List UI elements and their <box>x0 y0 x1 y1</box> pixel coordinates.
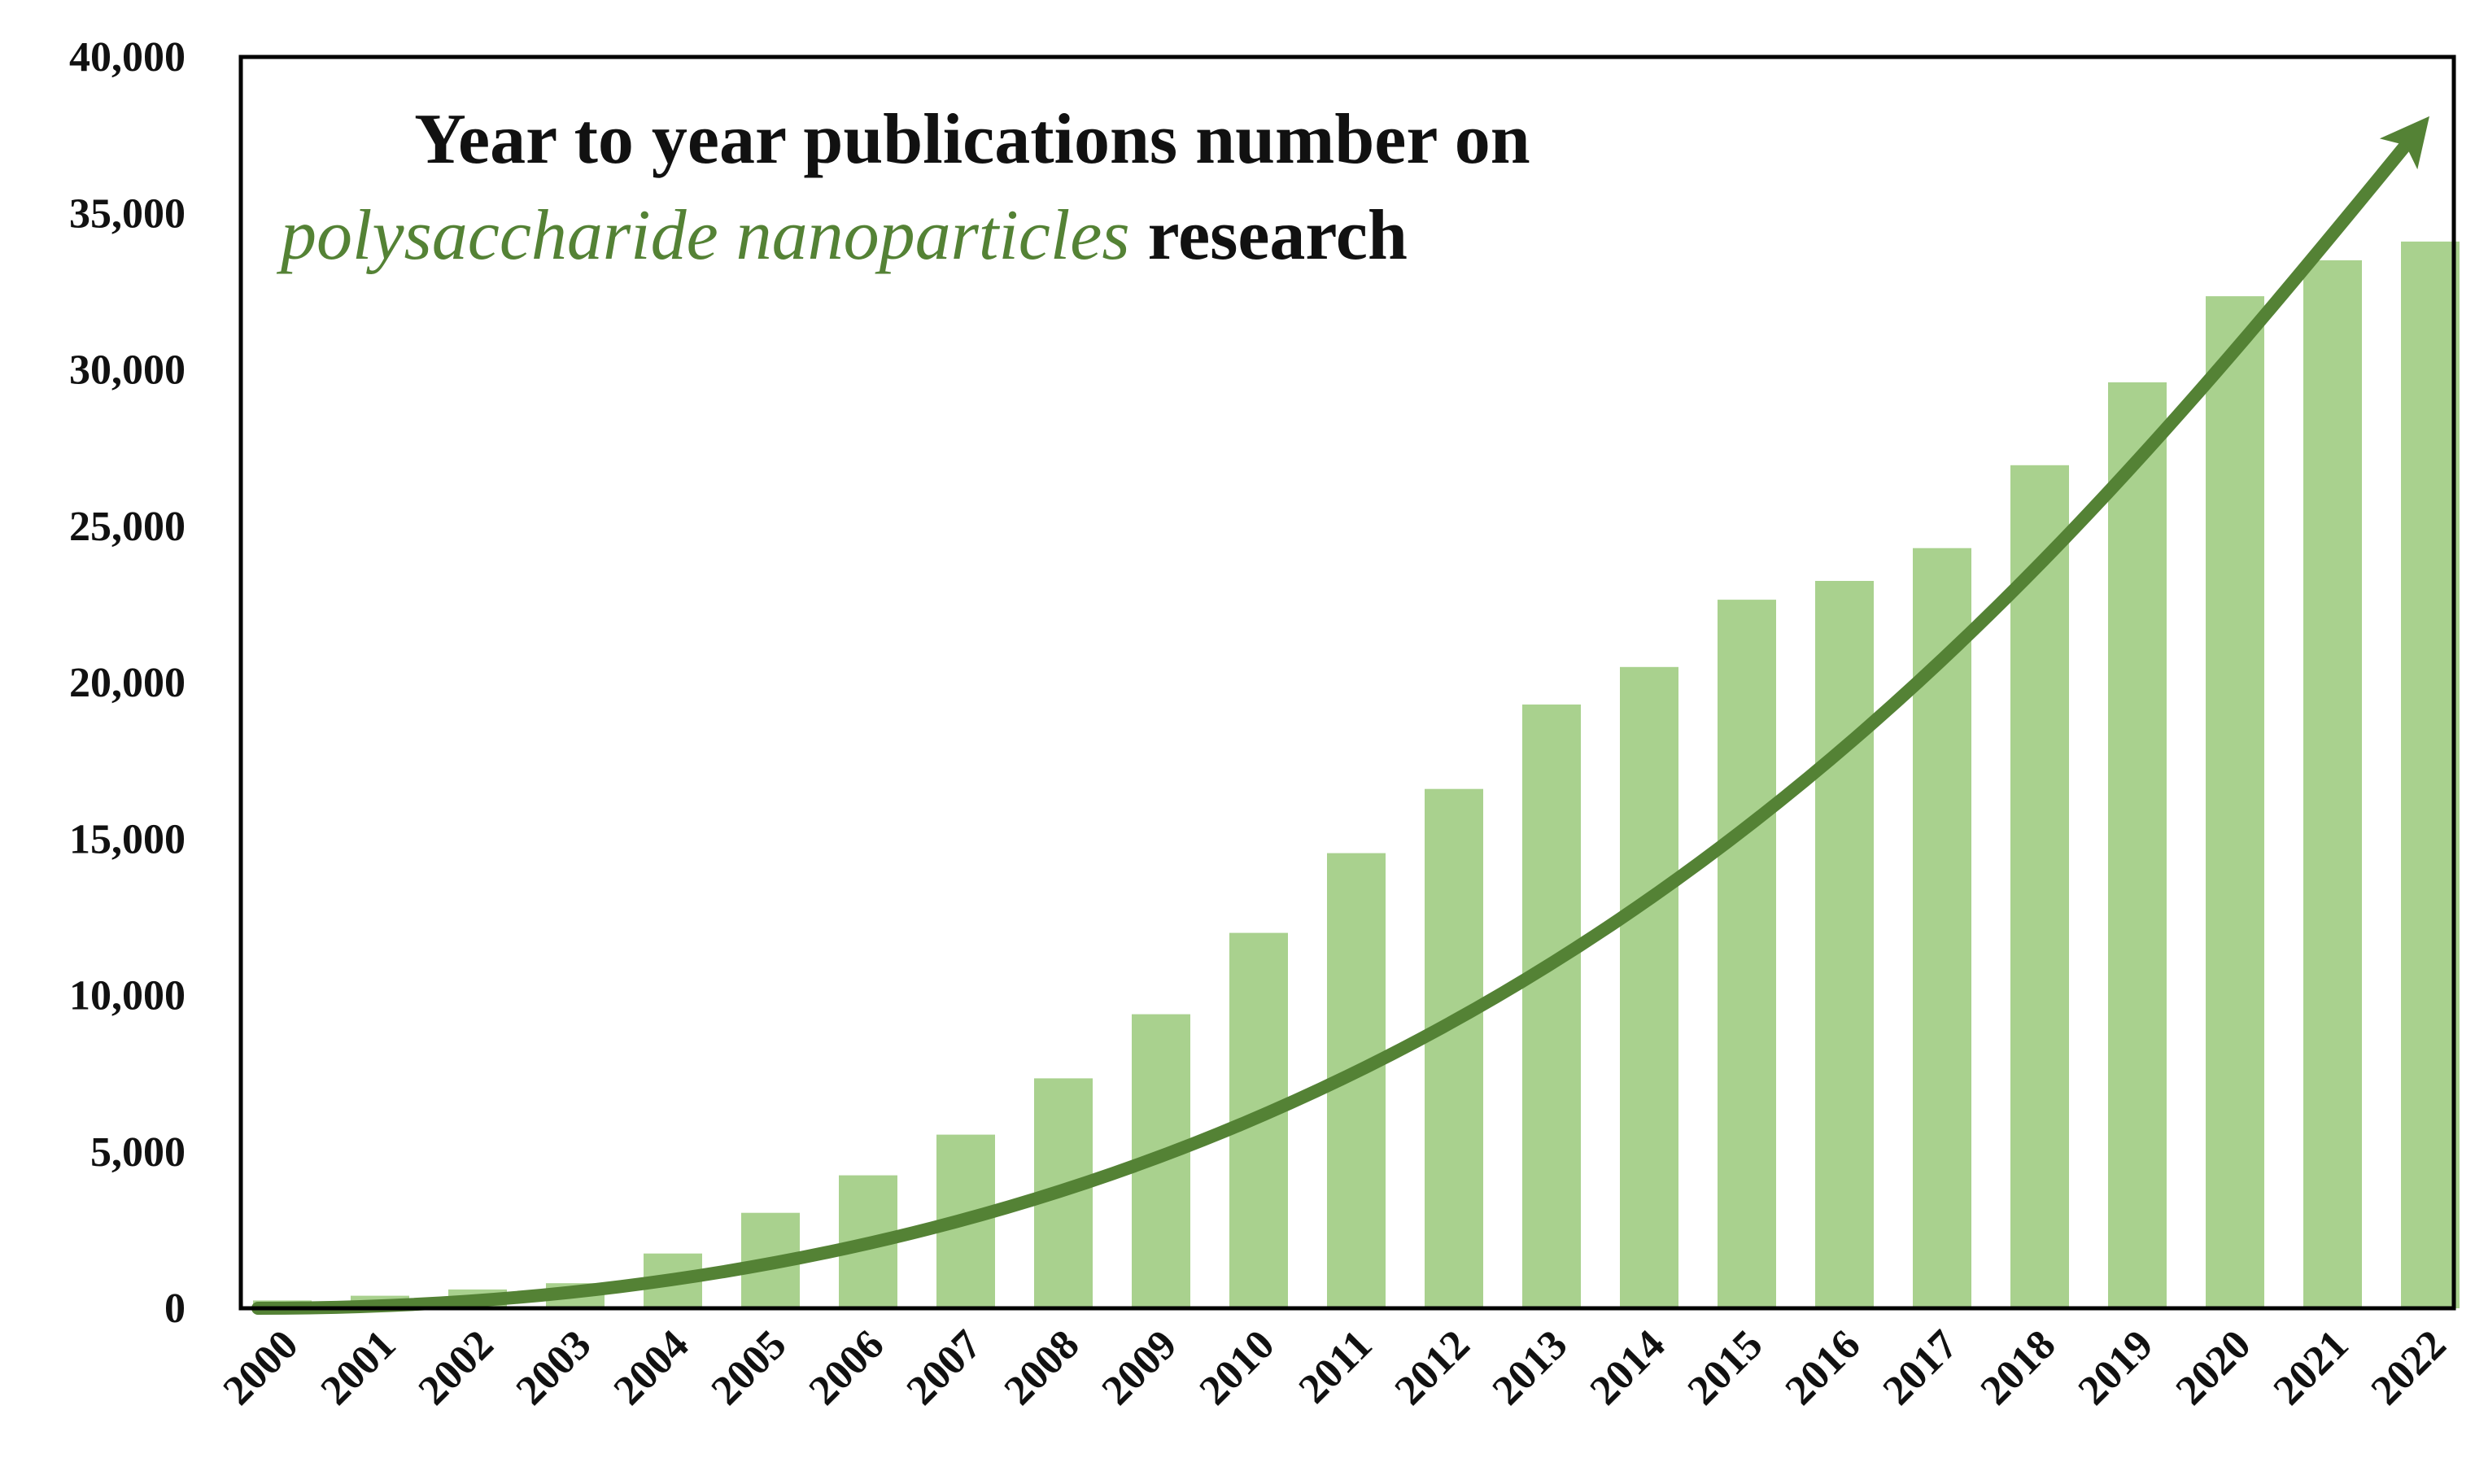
x-tick-label-2022: 2022 <box>2363 1321 2455 1414</box>
x-tick-label-2002: 2002 <box>410 1321 503 1414</box>
x-tick-label-2008: 2008 <box>996 1321 1089 1414</box>
chart-title-rest: research <box>1130 196 1408 275</box>
x-tick-label-2013: 2013 <box>1484 1321 1577 1414</box>
bar-2012 <box>1425 788 1483 1308</box>
chart-title-italic: polysaccharide nanoparticles <box>276 196 1130 275</box>
y-tick-label: 5,000 <box>90 1129 186 1176</box>
bar-2013 <box>1522 704 1581 1308</box>
x-tick-label-2001: 2001 <box>312 1321 405 1414</box>
bar-2018 <box>2010 465 2069 1308</box>
plot-frame <box>238 55 2456 1311</box>
x-tick-label-2019: 2019 <box>2070 1321 2163 1414</box>
bar-series <box>253 241 2460 1309</box>
x-tick-label-2004: 2004 <box>605 1321 698 1414</box>
y-tick-label: 20,000 <box>69 660 186 706</box>
x-tick-label-2020: 2020 <box>2167 1321 2260 1414</box>
x-tick-label-2021: 2021 <box>2265 1321 2358 1414</box>
trend-arrow <box>251 116 2429 1315</box>
x-tick-label-2012: 2012 <box>1386 1321 1479 1414</box>
bar-2015 <box>1718 600 1776 1308</box>
trend-arrow-group <box>251 116 2429 1315</box>
y-tick-label: 10,000 <box>69 973 186 1019</box>
x-tick-label-2018: 2018 <box>1972 1321 2065 1414</box>
y-tick-label: 0 <box>164 1285 186 1332</box>
y-tick-label: 35,000 <box>69 190 186 237</box>
bar-2021 <box>2303 260 2362 1308</box>
x-tick-label-2009: 2009 <box>1093 1321 1186 1414</box>
bar-2022 <box>2401 241 2460 1308</box>
y-tick-label: 30,000 <box>69 347 186 394</box>
y-tick-label: 40,000 <box>69 34 186 81</box>
x-axis: 2000 2001 2002 2003 2004 2005 2006 2007 2008 2009… <box>215 1321 2455 1414</box>
x-tick-label-2016: 2016 <box>1777 1321 1870 1414</box>
chart-title-line2: polysaccharide nanoparticles research <box>276 196 1408 275</box>
chart-title-line1: Year to year publications number on <box>414 100 1530 179</box>
x-tick-label-2000: 2000 <box>215 1321 308 1414</box>
x-tick-label-2003: 2003 <box>508 1321 600 1414</box>
bar-2019 <box>2108 382 2167 1308</box>
x-tick-label-2017: 2017 <box>1875 1321 1967 1414</box>
x-tick-label-2015: 2015 <box>1679 1321 1772 1414</box>
x-tick-label-2005: 2005 <box>703 1321 796 1414</box>
y-axis: 0 5,000 10,000 15,000 20,000 25,000 30,000 35,0… <box>69 34 186 1332</box>
x-tick-label-2006: 2006 <box>801 1321 893 1414</box>
x-tick-label-2014: 2014 <box>1582 1321 1674 1414</box>
y-tick-label: 15,000 <box>69 816 186 862</box>
bar-2020 <box>2206 296 2264 1309</box>
x-tick-label-2010: 2010 <box>1191 1321 1284 1414</box>
y-tick-label: 25,000 <box>69 504 186 550</box>
x-tick-label-2007: 2007 <box>898 1321 991 1414</box>
x-tick-label-2011: 2011 <box>1290 1321 1382 1412</box>
bar-2016 <box>1815 581 1874 1308</box>
bar-2014 <box>1620 666 1678 1308</box>
